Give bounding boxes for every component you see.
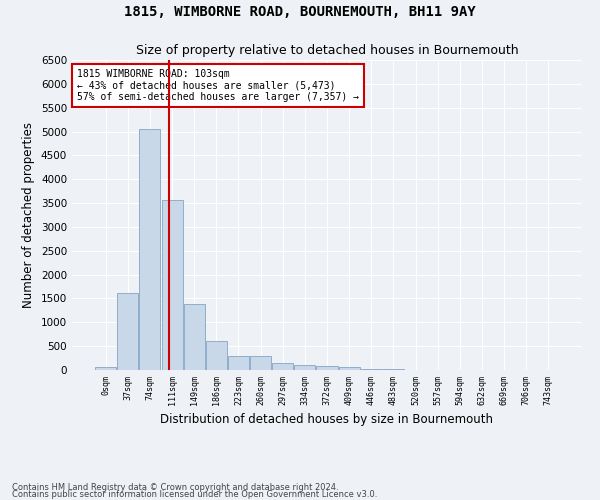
Title: Size of property relative to detached houses in Bournemouth: Size of property relative to detached ho…: [136, 44, 518, 58]
Bar: [118, 292, 139, 370]
Bar: [250, 356, 271, 370]
Text: 1815, WIMBORNE ROAD, BOURNEMOUTH, BH11 9AY: 1815, WIMBORNE ROAD, BOURNEMOUTH, BH11 9…: [124, 5, 476, 19]
Bar: [316, 366, 338, 370]
Text: Contains public sector information licensed under the Open Government Licence v3: Contains public sector information licen…: [12, 490, 377, 499]
Bar: [206, 341, 227, 370]
Y-axis label: Number of detached properties: Number of detached properties: [22, 122, 35, 308]
Bar: [361, 368, 382, 370]
Bar: [272, 364, 293, 370]
Bar: [95, 366, 116, 370]
Bar: [139, 128, 160, 370]
Bar: [161, 200, 182, 370]
Bar: [184, 304, 205, 370]
Bar: [295, 365, 316, 370]
Bar: [338, 368, 359, 370]
Text: Contains HM Land Registry data © Crown copyright and database right 2024.: Contains HM Land Registry data © Crown c…: [12, 484, 338, 492]
Text: 1815 WIMBORNE ROAD: 103sqm
← 43% of detached houses are smaller (5,473)
57% of s: 1815 WIMBORNE ROAD: 103sqm ← 43% of deta…: [77, 70, 359, 102]
X-axis label: Distribution of detached houses by size in Bournemouth: Distribution of detached houses by size …: [161, 413, 493, 426]
Bar: [228, 356, 249, 370]
